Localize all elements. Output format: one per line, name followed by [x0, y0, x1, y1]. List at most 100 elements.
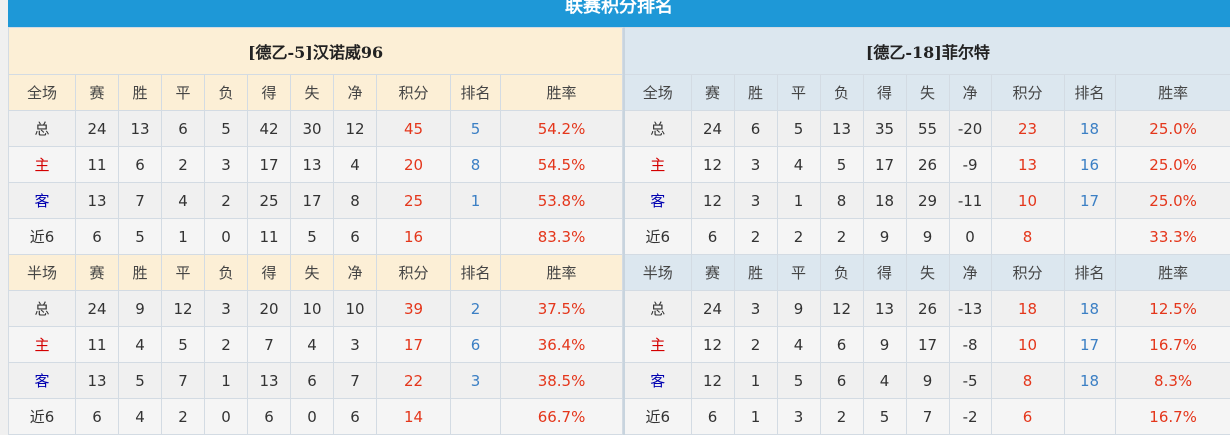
column-header: 胜: [118, 254, 162, 291]
table-cell: 29: [905, 182, 950, 219]
table-cell: 25.0%: [1114, 110, 1230, 147]
table-row: 总 24 6 5 13 35 55 -20 23 18 25.0%: [623, 110, 1230, 147]
table-cell: 8: [333, 182, 377, 219]
table-cell: 13: [247, 362, 291, 399]
table-cell: 5: [204, 110, 248, 147]
table-row: 客 12 3 1 8 18 29 -11 10 17 25.0%: [623, 182, 1230, 219]
table-cell: 9: [905, 218, 950, 255]
column-header: 平: [776, 74, 821, 111]
table-cell: 23: [990, 110, 1065, 147]
table-cell: 13: [819, 110, 864, 147]
row-label: 总: [623, 290, 692, 327]
table-cell: 17: [290, 182, 334, 219]
table-cell: 54.2%: [499, 110, 624, 147]
column-header: 全场: [623, 74, 692, 111]
table-cell: 2: [161, 146, 205, 183]
column-header: 胜: [733, 74, 778, 111]
table-cell: 11: [75, 326, 119, 363]
table-cell: 1: [776, 182, 821, 219]
column-header: 排名: [1063, 254, 1116, 291]
standings-title: 联赛积分排名: [8, 0, 1230, 27]
column-header: 排名: [450, 74, 501, 111]
table-cell: 5: [161, 326, 205, 363]
row-label: 客: [8, 182, 76, 219]
column-header: 全场: [8, 74, 76, 111]
row-label: 总: [623, 110, 692, 147]
table-cell: 6: [819, 326, 864, 363]
column-header: 平: [776, 254, 821, 291]
table-cell: 53.8%: [499, 182, 624, 219]
table-cell: 38.5%: [499, 362, 624, 399]
table-cell: 1: [450, 182, 501, 219]
table-cell: -9: [948, 146, 992, 183]
row-label: 主: [8, 326, 76, 363]
column-header: 净: [333, 254, 377, 291]
table-cell: 4: [776, 326, 821, 363]
table-cell: 3: [450, 362, 501, 399]
table-cell: 13: [862, 290, 907, 327]
table-cell: 5: [819, 146, 864, 183]
table-cell: 6: [990, 398, 1065, 435]
table-cell: 17: [1063, 326, 1116, 363]
table-cell: 17: [1063, 182, 1116, 219]
table-row: 近6 6 2 2 2 9 9 0 8 33.3%: [623, 218, 1230, 255]
table-cell: 6: [333, 398, 377, 435]
table-cell: 8: [990, 362, 1065, 399]
table-cell: 12: [690, 362, 735, 399]
table-cell: 9: [118, 290, 162, 327]
table-cell: 5: [776, 110, 821, 147]
column-header: 排名: [450, 254, 501, 291]
column-header-row: 半场赛胜平负得失净积分 排名 胜率: [623, 254, 1230, 291]
table-cell: -20: [948, 110, 992, 147]
table-cell: 7: [161, 362, 205, 399]
table-cell: 11: [75, 146, 119, 183]
column-header: 胜率: [499, 254, 624, 291]
table-cell: 12: [690, 182, 735, 219]
table-cell: 13: [75, 362, 119, 399]
table-cell: 6: [290, 362, 334, 399]
table-cell: 4: [290, 326, 334, 363]
table-cell: 7: [905, 398, 950, 435]
table-cell: 35: [862, 110, 907, 147]
table-cell: 10: [290, 290, 334, 327]
table-cell: 13: [75, 182, 119, 219]
table-cell: 5: [118, 362, 162, 399]
table-cell: 6: [690, 398, 735, 435]
table-cell: 6: [118, 146, 162, 183]
table-cell: 6: [75, 218, 119, 255]
table-cell: 18: [1063, 110, 1116, 147]
table-cell: 5: [118, 218, 162, 255]
table-cell: 24: [690, 290, 735, 327]
table-cell: 42: [247, 110, 291, 147]
row-label: 客: [623, 182, 692, 219]
table-cell: 3: [733, 146, 778, 183]
table-cell: 9: [776, 290, 821, 327]
column-header: 胜率: [499, 74, 624, 111]
table-cell: 8: [990, 218, 1065, 255]
table-cell: 25.0%: [1114, 182, 1230, 219]
table-cell: 17: [905, 326, 950, 363]
table-cell: 25.0%: [1114, 146, 1230, 183]
table-cell: 3: [733, 182, 778, 219]
column-header: 净: [333, 74, 377, 111]
table-cell: 4: [862, 362, 907, 399]
table-cell: 3: [333, 326, 377, 363]
table-cell: 10: [990, 326, 1065, 363]
column-header: 负: [204, 254, 248, 291]
team-table-away: [德乙-18]菲尔特 全场赛胜平负得失净积分 排名 胜率总 24 6 5 13 35 55 -20 2…: [623, 27, 1230, 435]
team-table-home: [德乙-5]汉诺威96 全场赛胜平负得失净积分 排名 胜率总 24 13 6 5 42 30 12 4…: [7, 27, 624, 435]
table-cell: 17: [376, 326, 451, 363]
team-name: [德乙-5]汉诺威96: [7, 27, 624, 75]
table-cell: 0: [204, 398, 248, 435]
table-cell: 12.5%: [1114, 290, 1230, 327]
column-header: 积分: [376, 74, 451, 111]
table-cell: 17: [862, 146, 907, 183]
table-cell: 39: [376, 290, 451, 327]
column-header: 半场: [623, 254, 692, 291]
table-row: 主 12 2 4 6 9 17 -8 10 17 16.7%: [623, 326, 1230, 363]
table-cell: -5: [948, 362, 992, 399]
table-cell: 12: [690, 326, 735, 363]
table-cell: 36.4%: [499, 326, 624, 363]
table-cell: 5: [450, 110, 501, 147]
table-row: 近6 6 1 3 2 5 7 -2 6 16.7%: [623, 398, 1230, 435]
